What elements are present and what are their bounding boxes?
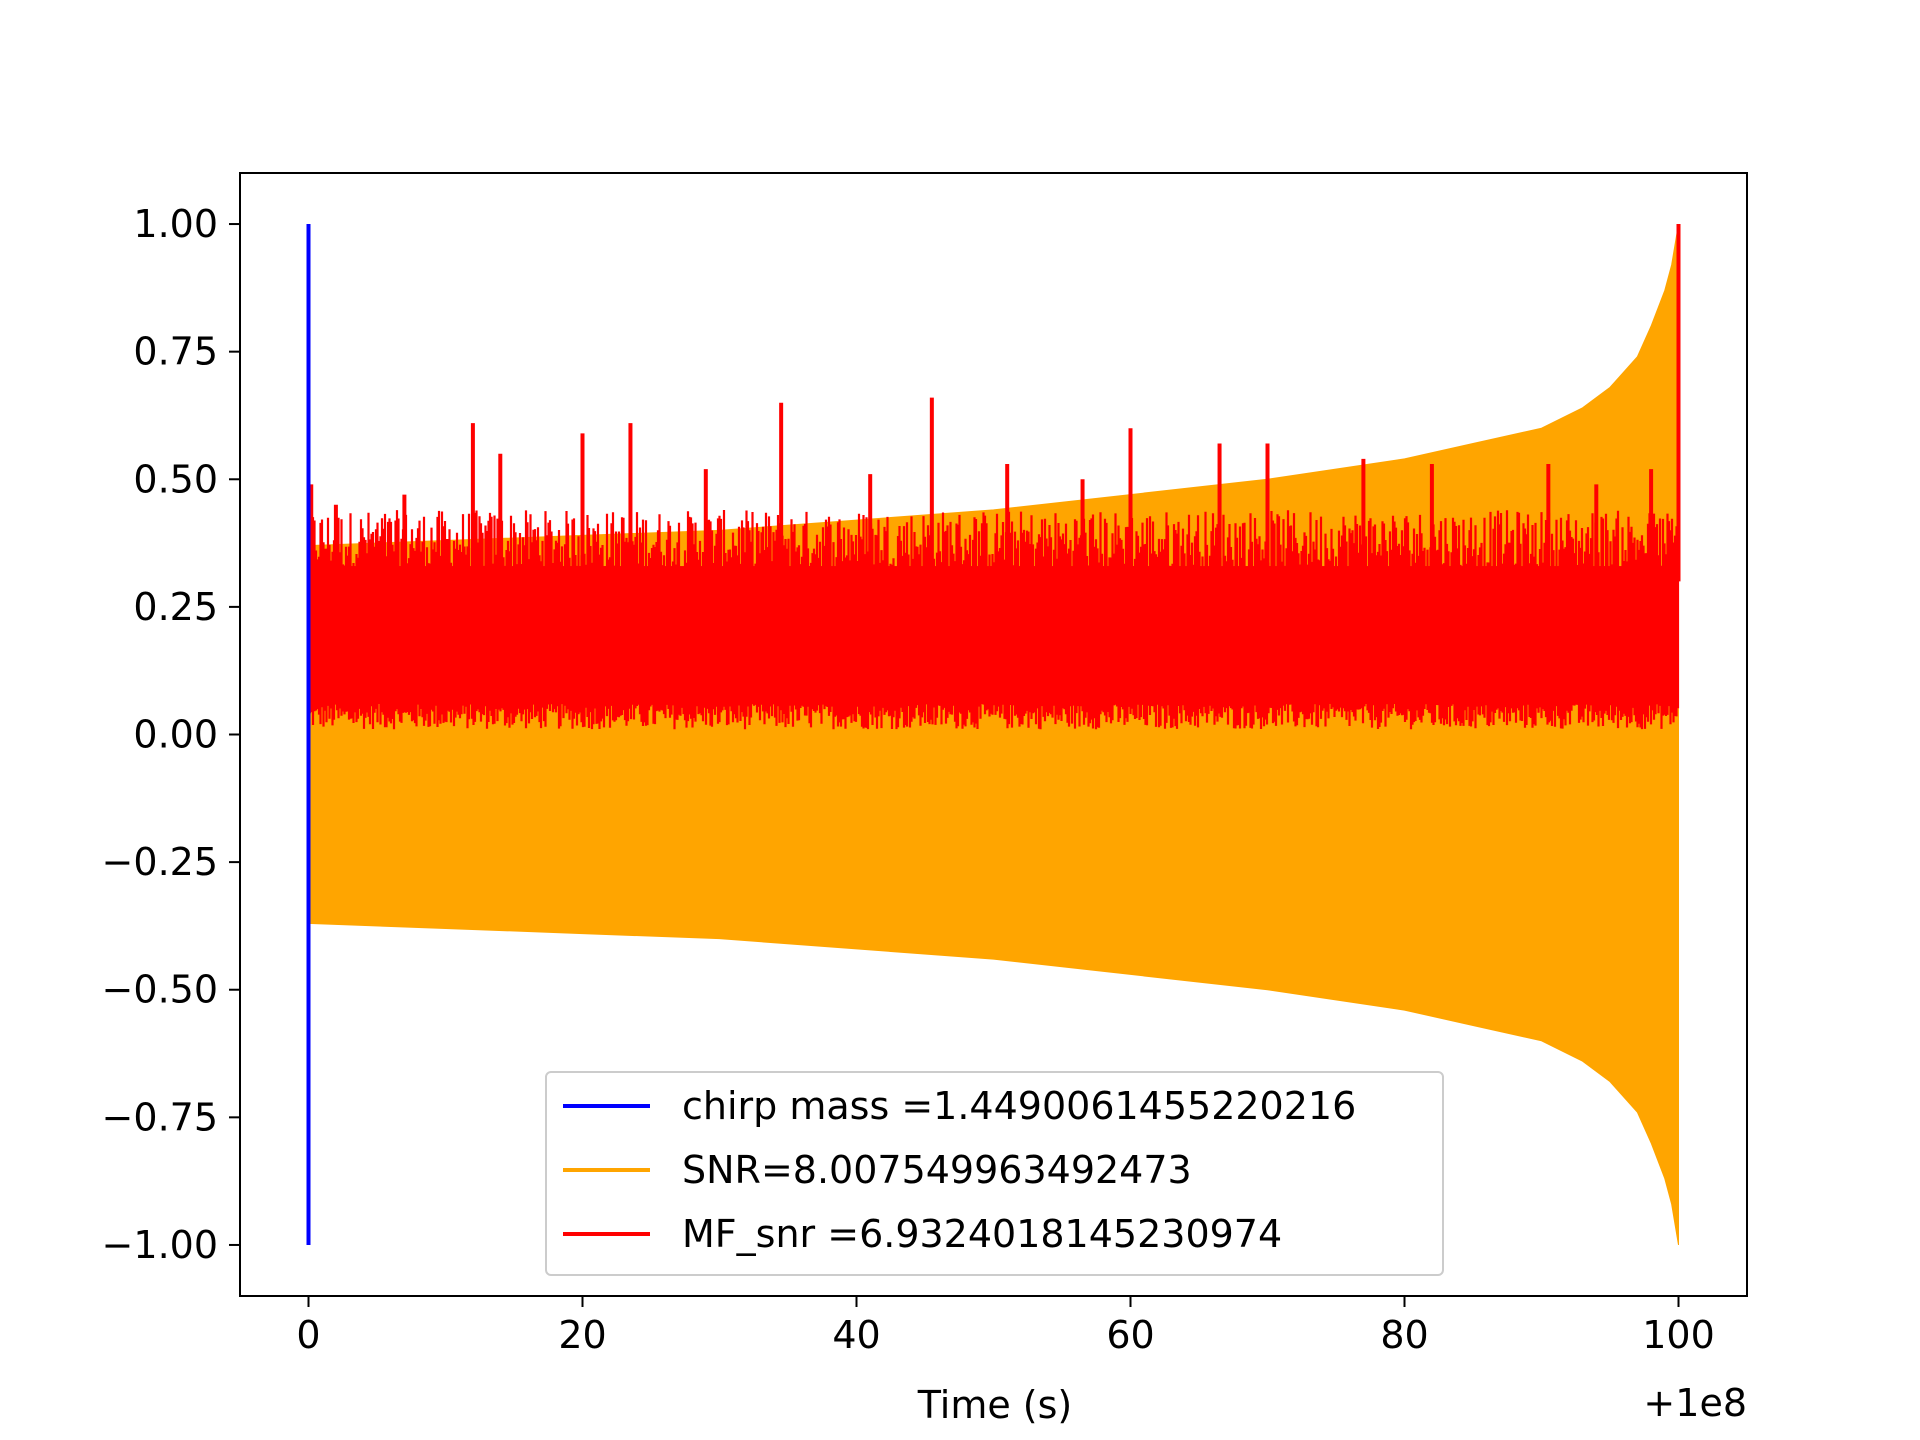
legend: chirp mass =1.4490061455220216 SNR=8.0075… xyxy=(545,1071,1444,1276)
series-mf-snr-core xyxy=(308,566,1679,704)
y-axis: 1.00 0.75 0.50 0.25 0.00 −0.25 −0.50 −0.75 −1.00 xyxy=(102,202,240,1267)
x-tick-label: 100 xyxy=(1642,1313,1715,1357)
y-tick-label: 0.50 xyxy=(133,457,218,501)
y-tick-label: 0.75 xyxy=(133,330,218,374)
y-tick-label: −1.00 xyxy=(102,1223,218,1267)
y-tick-label: −0.75 xyxy=(102,1095,218,1139)
x-tick-label: 80 xyxy=(1380,1313,1428,1357)
legend-label: MF_snr =6.9324018145230974 xyxy=(682,1212,1282,1256)
x-axis-label: Time (s) xyxy=(917,1383,1073,1427)
legend-label: SNR=8.007549963492473 xyxy=(682,1148,1192,1192)
y-tick-label: 0.00 xyxy=(133,713,218,757)
x-tick-label: 0 xyxy=(296,1313,320,1357)
y-tick-label: 0.25 xyxy=(133,585,218,629)
legend-label: chirp mass =1.4490061455220216 xyxy=(682,1084,1356,1128)
x-tick-label: 40 xyxy=(832,1313,880,1357)
y-tick-label: −0.50 xyxy=(102,968,218,1012)
plot-area xyxy=(306,223,1681,1246)
x-tick-label: 20 xyxy=(558,1313,606,1357)
y-tick-label: −0.25 xyxy=(102,840,218,884)
y-tick-label: 1.00 xyxy=(133,202,218,246)
x-axis: 0 20 40 60 80 100 xyxy=(296,1296,1715,1357)
x-axis-offset: +1e8 xyxy=(1643,1381,1747,1425)
legend-box xyxy=(545,1071,1444,1276)
x-tick-label: 60 xyxy=(1106,1313,1154,1357)
